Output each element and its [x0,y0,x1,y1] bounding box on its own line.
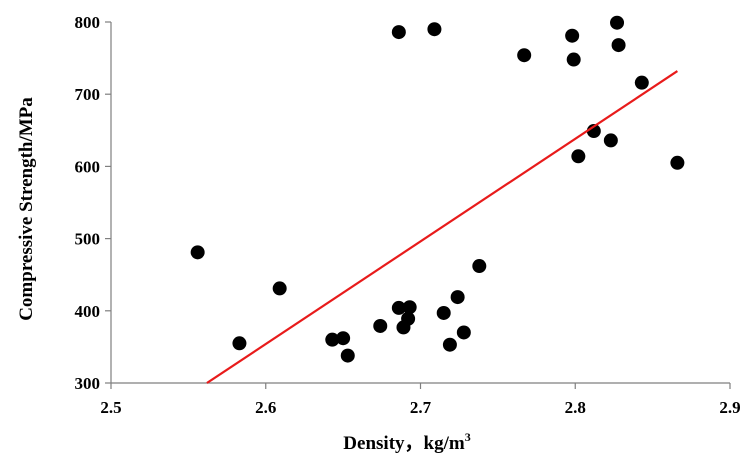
data-point [571,149,586,164]
data-point [391,300,406,315]
x-axis-title: Density，kg/m3 [343,430,470,454]
data-point [565,28,580,43]
data-point [340,348,355,363]
data-point [391,25,406,40]
data-point [402,300,417,315]
y-tick-label: 600 [75,157,101,176]
data-point [450,290,465,305]
y-tick-marks [105,21,111,384]
x-axis-title-superscript: 3 [465,430,471,444]
data-point [325,332,340,347]
data-point [436,305,451,320]
y-axis: 300 400 500 600 700 800 [75,13,112,393]
data-point [472,259,487,274]
x-tick-label: 2.5 [100,398,121,417]
x-tick-label: 2.8 [565,398,586,417]
data-point [603,133,618,148]
data-point [456,325,471,340]
data-point [634,75,649,90]
data-point [670,155,685,170]
x-tick-label: 2.9 [719,398,740,417]
data-point [190,245,205,260]
x-tick-marks [110,383,731,389]
data-point [610,15,625,30]
data-point [442,337,457,352]
y-tick-label: 800 [75,13,101,32]
x-tick-label: 2.6 [255,398,276,417]
data-point [611,38,626,53]
trend-line [206,70,678,384]
y-axis-title: Compressive Strength/MPa [16,97,37,321]
data-point [232,336,247,351]
data-point [272,281,287,296]
data-points [190,15,685,363]
x-tick-label: 2.7 [410,398,432,417]
x-tick-labels: 2.5 2.6 2.7 2.8 2.9 [100,398,740,417]
data-point [401,311,416,326]
data-point [427,22,442,37]
data-point [566,52,581,67]
x-axis: 2.5 2.6 2.7 2.8 2.9 [100,382,741,417]
data-point [517,48,532,63]
y-tick-label: 500 [75,230,101,249]
y-tick-labels: 300 400 500 600 700 800 [75,13,101,393]
data-point [373,318,388,333]
y-tick-label: 300 [75,374,101,393]
data-point [336,331,351,346]
y-tick-label: 400 [75,302,101,321]
y-tick-label: 700 [75,85,101,104]
